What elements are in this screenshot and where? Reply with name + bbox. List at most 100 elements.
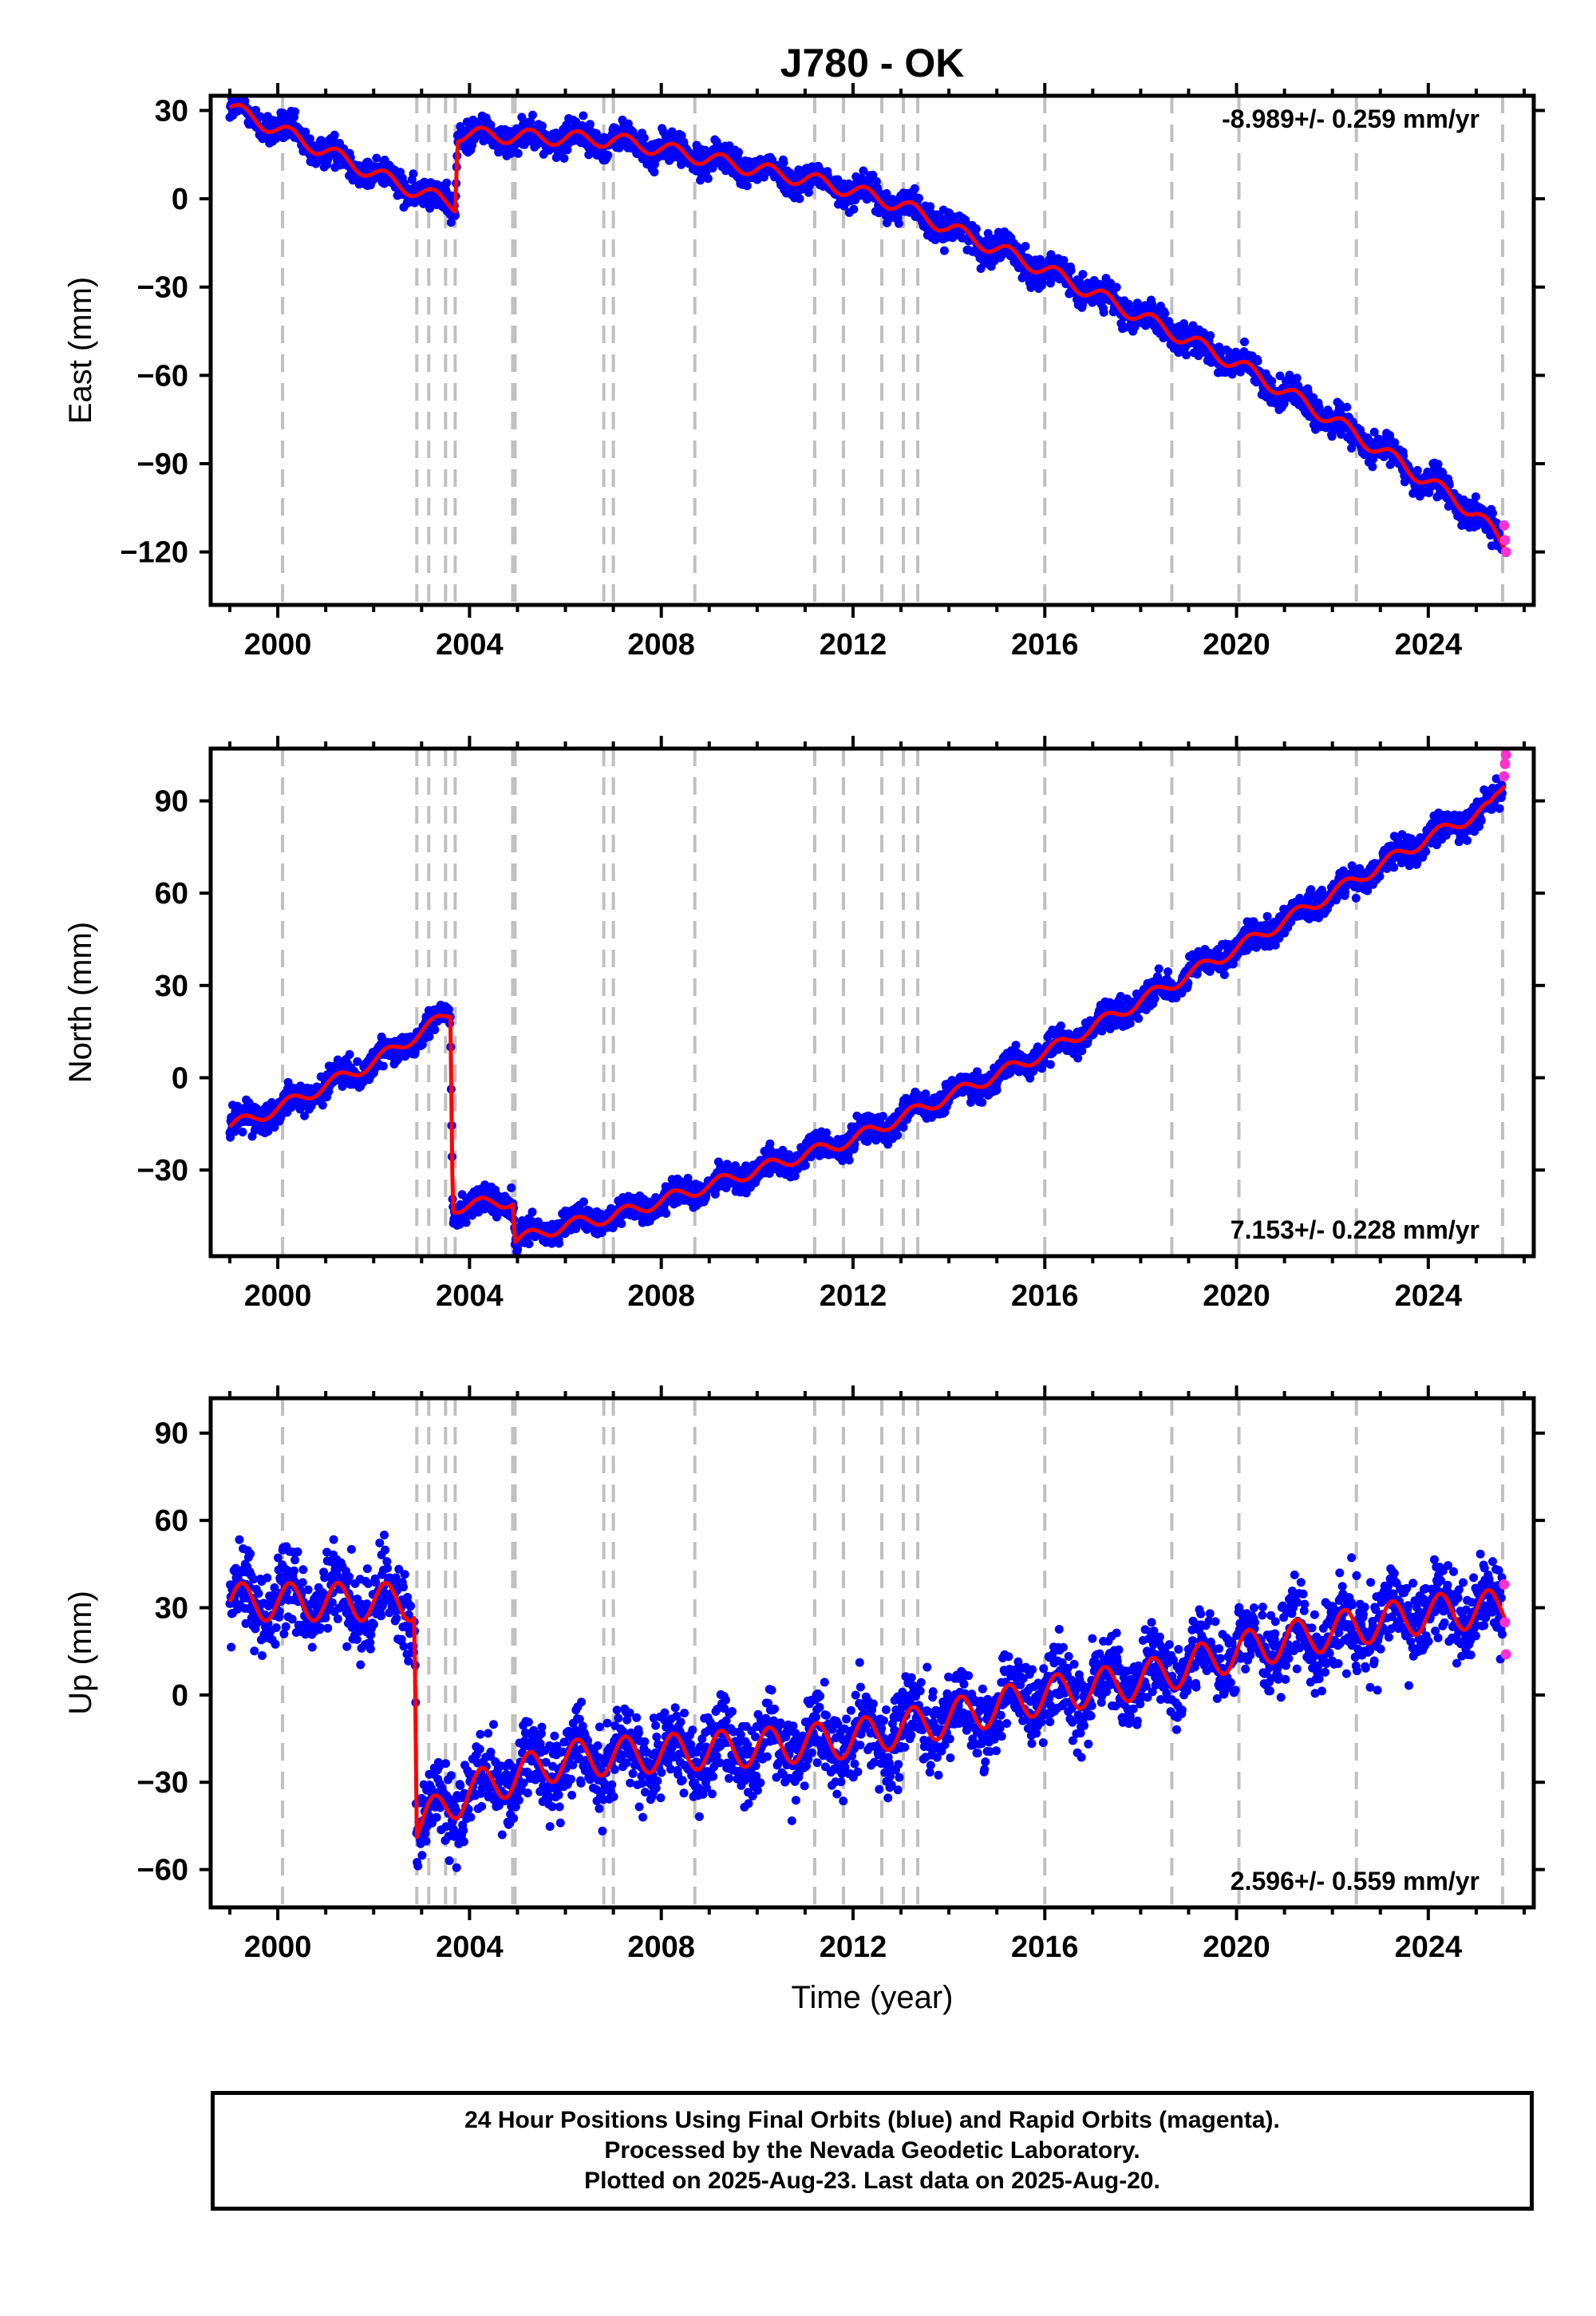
position-point [939, 246, 949, 255]
position-point [1163, 967, 1173, 977]
plot-area [225, 749, 1511, 1256]
position-point [251, 105, 261, 115]
position-point [1134, 1014, 1144, 1023]
position-point [1240, 337, 1249, 346]
position-point [945, 208, 954, 218]
position-point [1182, 350, 1191, 360]
y-tick-label: −30 [137, 271, 188, 305]
position-point [255, 112, 265, 121]
position-point [238, 1128, 247, 1136]
position-point [555, 1239, 564, 1248]
position-point [1471, 492, 1480, 501]
position-point [1045, 1060, 1055, 1069]
x-tick-label: 2020 [1203, 628, 1270, 662]
position-point [915, 193, 923, 203]
position-point [1206, 331, 1215, 340]
position-point [1390, 438, 1400, 448]
position-point [507, 1183, 516, 1192]
position-point [585, 120, 595, 129]
y-tick-label: −120 [120, 536, 188, 570]
position-point [734, 148, 743, 157]
position-point [910, 184, 919, 193]
position-point [513, 148, 523, 158]
position-point [639, 133, 649, 143]
position-point [442, 178, 452, 188]
position-point [538, 121, 547, 131]
position-point [290, 107, 300, 117]
position-point [978, 1097, 987, 1107]
y-tick-label: 30 [155, 94, 188, 128]
position-point [300, 1111, 310, 1120]
position-point [804, 188, 813, 197]
y-tick-label: −60 [137, 359, 188, 393]
position-point [878, 1112, 887, 1121]
panel-frame [208, 93, 1536, 607]
position-point [971, 224, 981, 234]
position-point [894, 219, 903, 228]
position-point [899, 1123, 908, 1132]
position-point [703, 174, 713, 184]
position-point [849, 204, 859, 214]
x-tick-label: 2016 [1011, 628, 1079, 662]
position-point [528, 110, 537, 120]
position-point [524, 1239, 534, 1249]
position-point [425, 1032, 434, 1041]
rapid-point [1499, 520, 1510, 531]
position-point [451, 211, 460, 220]
position-point [1154, 964, 1163, 974]
position-point [677, 131, 686, 140]
position-point [1078, 270, 1088, 279]
y-tick-label: −90 [137, 448, 188, 481]
plot-area [225, 96, 1511, 605]
position-point [527, 1207, 537, 1217]
position-point [868, 170, 878, 180]
position-point [1160, 309, 1170, 318]
position-point [306, 134, 314, 144]
position-point [1215, 342, 1224, 352]
position-point [470, 135, 479, 144]
x-tick-label: 2008 [627, 628, 695, 662]
position-point [1488, 508, 1497, 518]
position-point [270, 1123, 279, 1132]
rapid-orbit-points [1499, 520, 1511, 558]
position-point [559, 153, 569, 163]
position-point [650, 168, 659, 177]
position-point [1267, 377, 1277, 386]
position-point [1342, 402, 1352, 412]
model-line [228, 102, 1507, 551]
position-point [1347, 444, 1357, 453]
x-tick-label: 2012 [820, 628, 887, 662]
position-point [579, 111, 588, 121]
position-point [1021, 242, 1030, 251]
rapid-point [1499, 535, 1511, 546]
position-point [603, 150, 613, 160]
position-point [844, 1156, 854, 1165]
position-point [668, 152, 678, 162]
position-point [461, 1218, 471, 1227]
position-point [779, 158, 788, 168]
position-point [1292, 373, 1302, 383]
chart-title: J780 - OK [780, 41, 965, 85]
position-point [446, 218, 456, 227]
x-tick-label: 2000 [244, 628, 312, 662]
position-point [983, 229, 993, 238]
position-point [1368, 462, 1377, 472]
position-point [1275, 371, 1285, 381]
position-point [1011, 1041, 1021, 1050]
position-point [1369, 427, 1379, 437]
position-point [409, 169, 418, 179]
position-point [372, 153, 381, 163]
position-point [893, 1131, 903, 1140]
position-point [935, 212, 945, 222]
position-point [662, 1208, 671, 1218]
rate-label: -8.989+/- 0.259 mm/yr [1222, 105, 1479, 133]
position-point [1124, 299, 1134, 309]
position-point [353, 1057, 362, 1066]
position-point [882, 189, 891, 198]
position-point [859, 166, 868, 176]
position-point [795, 194, 804, 204]
position-point [1412, 465, 1422, 475]
position-point [430, 1025, 440, 1034]
